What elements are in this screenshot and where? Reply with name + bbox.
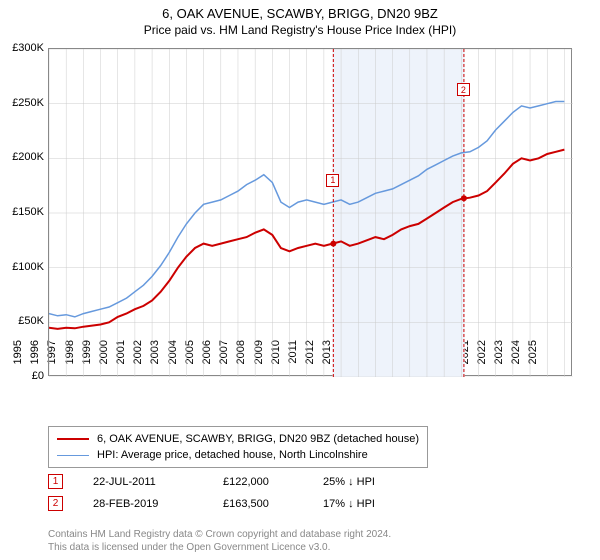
y-tick-label: £200K: [0, 151, 44, 163]
legend-label: 6, OAK AVENUE, SCAWBY, BRIGG, DN20 9BZ (…: [97, 433, 419, 445]
x-tick-label: 1996: [29, 340, 41, 380]
legend-swatch: [57, 438, 89, 440]
footnote-line: This data is licensed under the Open Gov…: [48, 541, 391, 554]
sale-date: 22-JUL-2011: [93, 476, 223, 488]
chart-svg: [49, 49, 573, 377]
legend: 6, OAK AVENUE, SCAWBY, BRIGG, DN20 9BZ (…: [48, 426, 428, 468]
sale-marker-box: 1: [48, 474, 63, 489]
x-tick-label: 1995: [12, 340, 24, 380]
footnote: Contains HM Land Registry data © Crown c…: [48, 528, 391, 554]
y-tick-label: £100K: [0, 261, 44, 273]
chart-container: 6, OAK AVENUE, SCAWBY, BRIGG, DN20 9BZ P…: [0, 0, 600, 560]
sales-table-row: 2 28-FEB-2019£163,50017% ↓ HPI: [48, 496, 443, 511]
footnote-line: Contains HM Land Registry data © Crown c…: [48, 528, 391, 541]
sale-diff: 17% ↓ HPI: [323, 498, 443, 510]
y-tick-label: £300K: [0, 42, 44, 54]
sale-price: £122,000: [223, 476, 323, 488]
sales-table-row: 1 22-JUL-2011£122,00025% ↓ HPI: [48, 474, 443, 489]
y-tick-label: £250K: [0, 97, 44, 109]
sale-marker-box: 2: [457, 83, 470, 96]
legend-row: HPI: Average price, detached house, Nort…: [57, 447, 419, 463]
legend-swatch: [57, 455, 89, 456]
chart-plot-area: 12: [48, 48, 572, 376]
y-tick-label: £50K: [0, 315, 44, 327]
legend-label: HPI: Average price, detached house, Nort…: [97, 449, 368, 461]
sale-date: 28-FEB-2019: [93, 498, 223, 510]
sale-marker-box: 2: [48, 496, 63, 511]
page-subtitle: Price paid vs. HM Land Registry's House …: [0, 21, 600, 37]
sale-diff: 25% ↓ HPI: [323, 476, 443, 488]
y-tick-label: £150K: [0, 206, 44, 218]
page-title: 6, OAK AVENUE, SCAWBY, BRIGG, DN20 9BZ: [0, 0, 600, 21]
sale-marker-box: 1: [326, 174, 339, 187]
legend-row: 6, OAK AVENUE, SCAWBY, BRIGG, DN20 9BZ (…: [57, 431, 419, 447]
sale-price: £163,500: [223, 498, 323, 510]
